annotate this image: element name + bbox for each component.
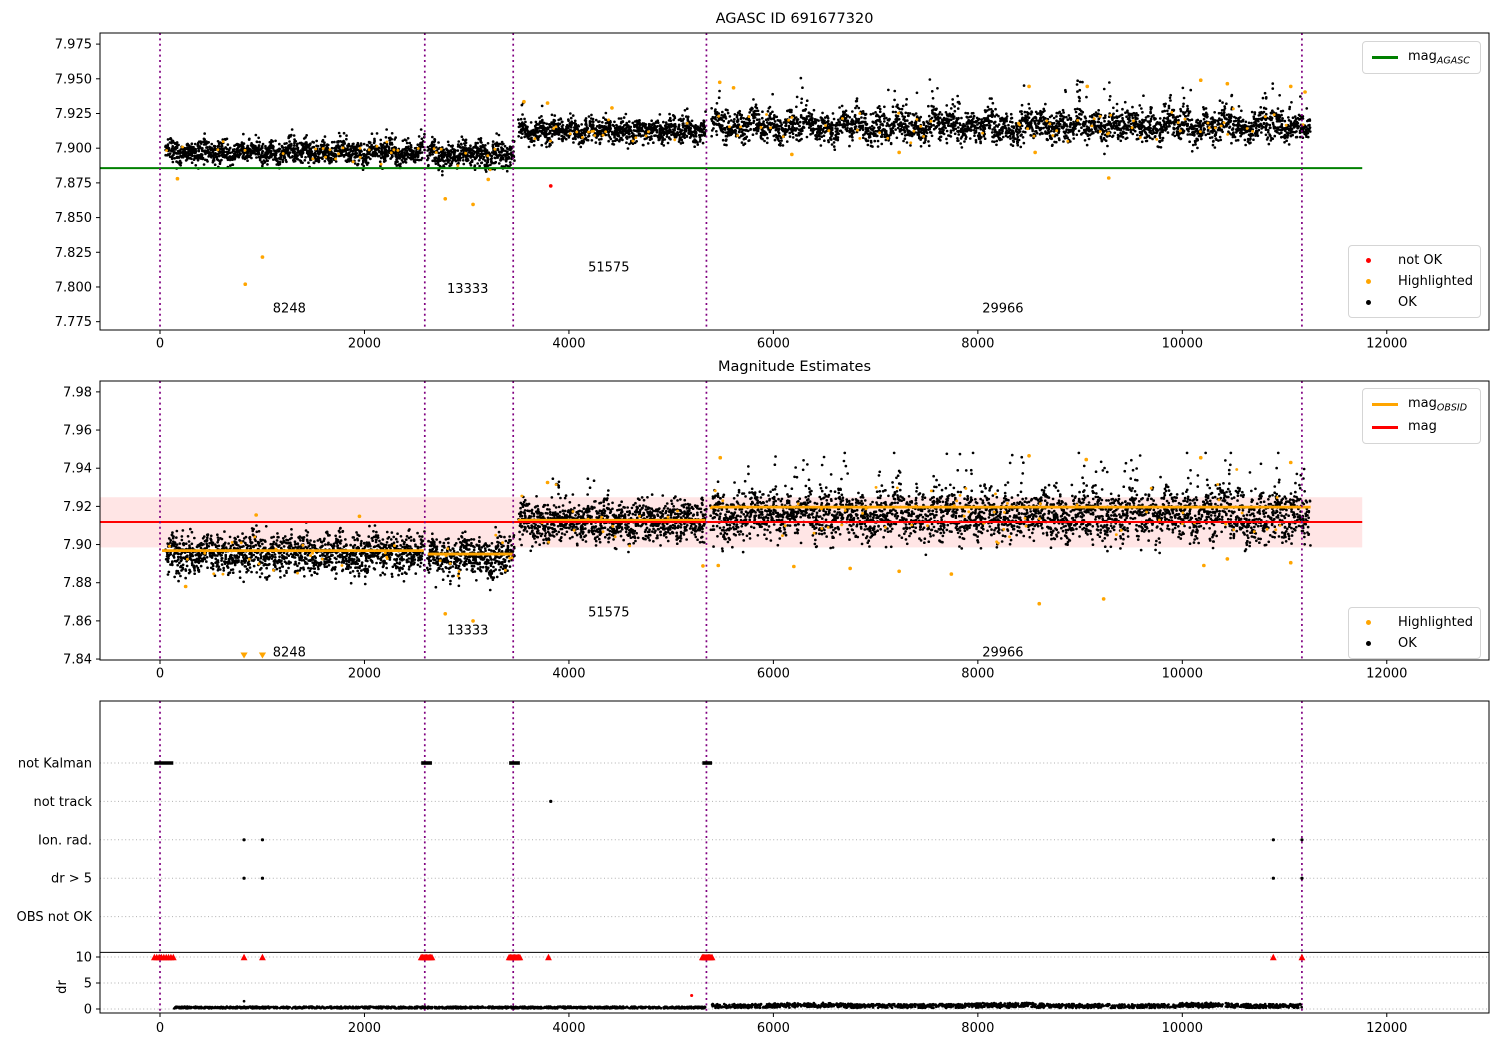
svg-text:0: 0 bbox=[156, 1021, 164, 1036]
black-dot-icon bbox=[1366, 300, 1371, 305]
legend-item-mag-obsid: magOBSID bbox=[1363, 393, 1480, 416]
svg-text:0: 0 bbox=[84, 1003, 92, 1018]
legend-item-mag-agasc: magAGASC bbox=[1363, 46, 1480, 69]
legend-item-highlighted: Highlighted bbox=[1349, 271, 1480, 292]
svg-text:7.88: 7.88 bbox=[63, 576, 92, 591]
legend-item-not-ok: not OK bbox=[1349, 250, 1480, 271]
svg-text:7.96: 7.96 bbox=[63, 424, 92, 439]
svg-text:10: 10 bbox=[75, 951, 92, 966]
svg-text:2000: 2000 bbox=[348, 337, 381, 352]
svg-text:51575: 51575 bbox=[588, 260, 629, 275]
svg-text:8248: 8248 bbox=[273, 301, 306, 316]
svg-text:2000: 2000 bbox=[348, 1021, 381, 1036]
svg-text:29966: 29966 bbox=[982, 645, 1023, 660]
red-line-sample bbox=[1372, 426, 1398, 429]
svg-text:8248: 8248 bbox=[273, 645, 306, 660]
legend-item-highlighted: Highlighted bbox=[1349, 612, 1480, 633]
black-dot-icon bbox=[1366, 641, 1371, 646]
svg-text:10000: 10000 bbox=[1162, 667, 1203, 682]
svg-text:6000: 6000 bbox=[757, 337, 790, 352]
svg-text:2000: 2000 bbox=[348, 667, 381, 682]
svg-text:4000: 4000 bbox=[552, 1021, 585, 1036]
svg-text:7.950: 7.950 bbox=[55, 72, 92, 87]
svg-text:0: 0 bbox=[156, 337, 164, 352]
svg-text:0: 0 bbox=[156, 667, 164, 682]
legend-item-mag: mag bbox=[1363, 416, 1480, 439]
svg-text:dr: dr bbox=[55, 980, 70, 994]
svg-text:29966: 29966 bbox=[982, 301, 1023, 316]
legend-mag-lines: magOBSID mag bbox=[1362, 388, 1481, 444]
svg-text:dr > 5: dr > 5 bbox=[51, 872, 92, 887]
svg-text:8000: 8000 bbox=[961, 667, 994, 682]
legend-item-ok: OK bbox=[1349, 292, 1480, 313]
svg-text:51575: 51575 bbox=[588, 606, 629, 621]
svg-text:7.825: 7.825 bbox=[55, 246, 92, 261]
svg-text:8000: 8000 bbox=[961, 337, 994, 352]
svg-text:13333: 13333 bbox=[447, 624, 488, 639]
legend-item-ok: OK bbox=[1349, 633, 1480, 654]
svg-text:7.92: 7.92 bbox=[63, 500, 92, 515]
svg-text:4000: 4000 bbox=[552, 337, 585, 352]
svg-text:7.850: 7.850 bbox=[55, 211, 92, 226]
plot-title-middle: Magnitude Estimates bbox=[717, 359, 872, 375]
svg-text:7.98: 7.98 bbox=[63, 385, 92, 400]
svg-text:not track: not track bbox=[33, 795, 92, 810]
svg-text:10000: 10000 bbox=[1162, 337, 1203, 352]
legend-label: magAGASC bbox=[1408, 48, 1470, 67]
svg-text:7.925: 7.925 bbox=[55, 107, 92, 122]
legend-mag-agasc: magAGASC bbox=[1362, 41, 1481, 74]
svg-text:7.800: 7.800 bbox=[55, 280, 92, 295]
orange-dot-icon bbox=[1366, 279, 1371, 284]
axes-clip-mid bbox=[100, 451, 1363, 659]
green-line-sample bbox=[1372, 56, 1398, 59]
svg-text:5: 5 bbox=[84, 977, 92, 992]
red-dot-icon bbox=[1366, 258, 1371, 263]
svg-text:7.975: 7.975 bbox=[55, 38, 92, 53]
plot-title-top: AGASC ID 691677320 bbox=[715, 11, 874, 27]
svg-text:7.875: 7.875 bbox=[55, 176, 92, 191]
svg-text:6000: 6000 bbox=[757, 1021, 790, 1036]
svg-text:12000: 12000 bbox=[1366, 1021, 1407, 1036]
svg-text:7.84: 7.84 bbox=[63, 653, 92, 668]
orange-line-sample bbox=[1372, 403, 1398, 406]
axes-clip-top bbox=[100, 76, 1363, 286]
svg-text:12000: 12000 bbox=[1366, 667, 1407, 682]
svg-text:Ion. rad.: Ion. rad. bbox=[38, 833, 92, 848]
svg-text:7.94: 7.94 bbox=[63, 462, 92, 477]
svg-text:7.900: 7.900 bbox=[55, 142, 92, 157]
svg-text:8000: 8000 bbox=[961, 1021, 994, 1036]
svg-text:OBS not OK: OBS not OK bbox=[17, 910, 93, 925]
svg-text:7.86: 7.86 bbox=[63, 614, 92, 629]
svg-text:4000: 4000 bbox=[552, 667, 585, 682]
svg-text:13333: 13333 bbox=[447, 282, 488, 297]
svg-text:6000: 6000 bbox=[757, 667, 790, 682]
legend-top-points: not OK Highlighted OK bbox=[1348, 245, 1481, 318]
svg-text:7.90: 7.90 bbox=[63, 538, 92, 553]
svg-text:12000: 12000 bbox=[1366, 337, 1407, 352]
svg-text:7.775: 7.775 bbox=[55, 315, 92, 330]
orange-dot-icon bbox=[1366, 620, 1371, 625]
legend-middle-points: Highlighted OK bbox=[1348, 607, 1481, 659]
svg-text:10000: 10000 bbox=[1162, 1021, 1203, 1036]
svg-text:not Kalman: not Kalman bbox=[18, 757, 92, 772]
